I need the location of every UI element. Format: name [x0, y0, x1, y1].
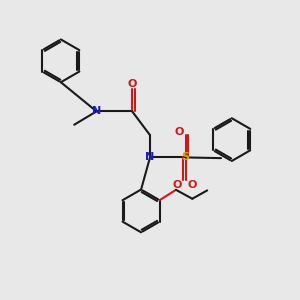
- Text: O: O: [174, 127, 184, 136]
- Text: O: O: [128, 79, 137, 89]
- Text: N: N: [92, 106, 101, 116]
- Text: O: O: [188, 180, 197, 190]
- Text: S: S: [182, 152, 190, 162]
- Text: O: O: [173, 180, 182, 190]
- Text: N: N: [146, 152, 154, 162]
